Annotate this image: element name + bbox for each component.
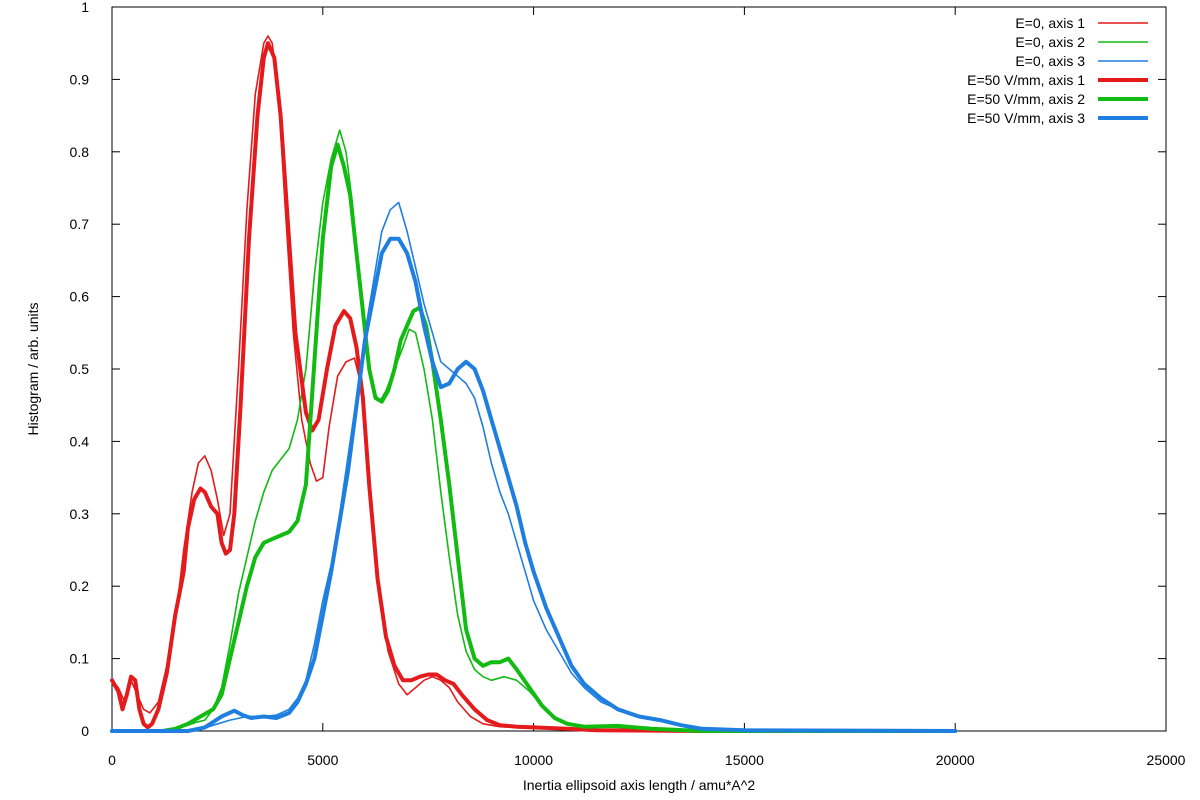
y-tick-label: 0.6 xyxy=(70,289,90,305)
legend-label: E=50 V/mm, axis 1 xyxy=(967,72,1085,88)
legend-label: E=0, axis 1 xyxy=(1015,15,1085,31)
y-tick-label: 0 xyxy=(81,723,89,739)
y-tick-label: 0.8 xyxy=(70,144,90,160)
legend-label: E=50 V/mm, axis 2 xyxy=(967,91,1085,107)
series-line-4 xyxy=(110,41,958,733)
x-tick-label: 0 xyxy=(108,752,116,768)
x-tick-label: 20000 xyxy=(936,752,975,768)
y-tick-label: 0.2 xyxy=(70,578,90,594)
legend-label: E=0, axis 3 xyxy=(1015,53,1085,69)
y-tick-label: 0.1 xyxy=(70,651,90,667)
legend-label: E=0, axis 2 xyxy=(1015,34,1085,50)
x-tick-label: 10000 xyxy=(514,752,553,768)
series-line-6 xyxy=(110,236,958,733)
y-tick-label: 0.3 xyxy=(70,506,90,522)
series-layer xyxy=(110,35,958,733)
x-axis-label: Inertia ellipsoid axis length / amu*A^2 xyxy=(523,777,755,793)
y-tick-label: 0.5 xyxy=(70,361,90,377)
y-tick-label: 0.7 xyxy=(70,216,90,232)
x-tick-label: 25000 xyxy=(1147,752,1186,768)
x-tick-label: 15000 xyxy=(725,752,764,768)
x-axis: 0 5000 10000 15000 20000 25000 xyxy=(108,7,1186,768)
series-line-5 xyxy=(110,142,958,733)
x-tick-label: 5000 xyxy=(307,752,338,768)
legend-label: E=50 V/mm, axis 3 xyxy=(967,110,1085,126)
y-tick-label: 0.9 xyxy=(70,71,90,87)
y-tick-label: 0.4 xyxy=(70,433,90,449)
legend: E=0, axis 1 E=0, axis 2 E=0, axis 3 E=50 V/… xyxy=(967,15,1148,126)
y-axis-label: Histogram / arb. units xyxy=(25,302,41,435)
y-tick-label: 1 xyxy=(81,0,89,15)
